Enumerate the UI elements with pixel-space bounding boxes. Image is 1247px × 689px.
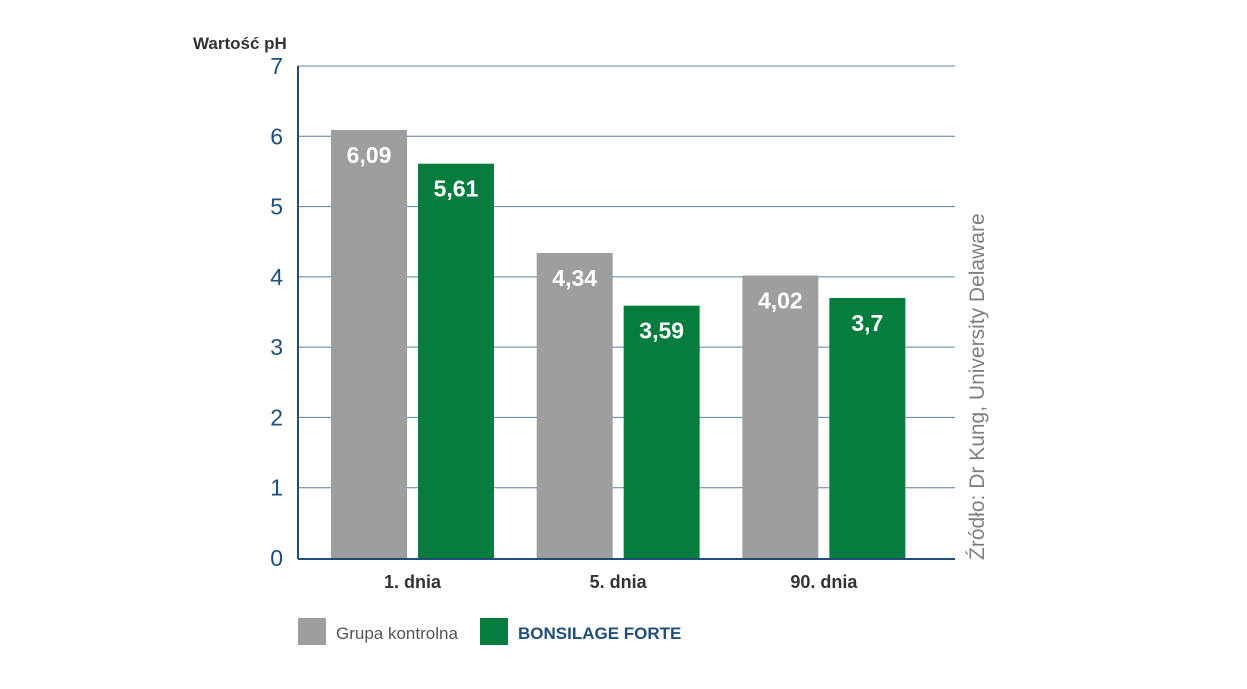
bars — [331, 129, 906, 558]
legend-swatch — [298, 618, 326, 645]
y-tick-label: 0 — [270, 545, 283, 571]
x-tick-label: 1. dnia — [384, 572, 442, 592]
legend: Grupa kontrolna BONSILAGE FORTE — [298, 618, 681, 645]
y-tick-label: 3 — [270, 334, 283, 360]
bar-bonsilage — [623, 305, 700, 558]
bar-control — [331, 129, 407, 558]
y-tick-label: 7 — [270, 53, 283, 79]
bar-value-label: 3,7 — [851, 310, 883, 336]
y-tick-label: 2 — [270, 404, 283, 430]
source-note: Źródło: Dr Kung, University Delaware — [966, 213, 989, 560]
legend-swatch — [480, 618, 508, 645]
y-tick-label: 1 — [270, 475, 283, 501]
data-labels: 6,09 5,61 4,34 3,59 4,02 3,7 — [347, 142, 884, 344]
bar-bonsilage — [418, 163, 494, 558]
bar-control — [536, 252, 613, 558]
legend-label: Grupa kontrolna — [336, 624, 458, 643]
bar-value-label: 6,09 — [347, 142, 392, 168]
bar-bonsilage — [829, 297, 906, 558]
bar-value-label: 4,02 — [758, 287, 803, 313]
y-tick-label: 4 — [270, 264, 283, 290]
bar-control — [742, 275, 819, 558]
y-axis-title: Wartość pH — [193, 34, 287, 53]
legend-label: BONSILAGE FORTE — [518, 624, 681, 643]
y-tick-label: 5 — [270, 194, 283, 220]
x-tick-label: 5. dnia — [590, 572, 648, 592]
y-tick-label: 6 — [270, 123, 283, 149]
bar-value-label: 3,59 — [639, 318, 684, 344]
bar-value-label: 4,34 — [552, 265, 597, 291]
y-axis-ticks: 0 1 2 3 4 5 6 7 — [270, 53, 283, 571]
bar-value-label: 5,61 — [434, 176, 479, 202]
x-axis-ticks: 1. dnia 5. dnia 90. dnia — [384, 572, 858, 592]
x-tick-label: 90. dnia — [790, 572, 858, 592]
